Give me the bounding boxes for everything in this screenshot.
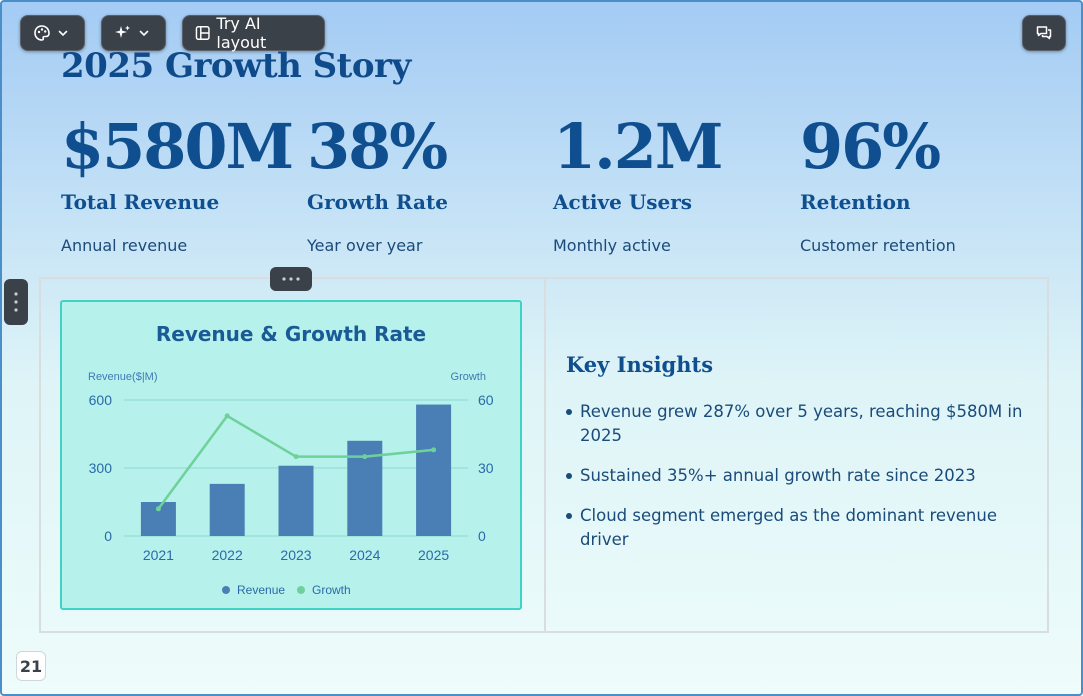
chevron-down-icon: [58, 30, 68, 37]
stat-description: Year over year: [307, 236, 423, 255]
ai-actions-button[interactable]: [101, 15, 166, 51]
x-tick-label: 2021: [143, 547, 174, 563]
insights-list: Revenue grew 287% over 5 years, reaching…: [566, 400, 1050, 568]
insight-item: Sustained 35%+ annual growth rate since …: [566, 464, 1050, 488]
stat-description: Customer retention: [800, 236, 956, 255]
growth-point-2021: [155, 506, 161, 512]
page-number: 21: [16, 651, 46, 681]
more-horizontal-icon: [282, 277, 300, 281]
stat-value: $580M: [61, 110, 294, 183]
y2-tick-label: 60: [478, 392, 494, 408]
stat-growth-rate: 38% Growth Rate Year over year: [307, 110, 547, 255]
y2-tick-label: 0: [478, 528, 486, 544]
x-tick-label: 2025: [418, 547, 449, 563]
insight-item: Cloud segment emerged as the dominant re…: [566, 504, 1050, 552]
stat-value: 38%: [307, 110, 448, 183]
legend-revenue-label: Revenue: [237, 583, 285, 597]
stat-description: Annual revenue: [61, 236, 188, 255]
bar-2022: [209, 483, 245, 536]
growth-point-2024: [362, 454, 368, 460]
legend-growth-marker: [297, 586, 305, 594]
x-tick-label: 2023: [280, 547, 311, 563]
stat-label: Active Users: [553, 190, 693, 214]
growth-point-2025: [431, 447, 437, 453]
chart-title: Revenue & Growth Rate: [155, 322, 427, 346]
stat-value: 1.2M: [553, 110, 724, 183]
y-tick-label: 0: [104, 528, 112, 544]
insight-item: Revenue grew 287% over 5 years, reaching…: [566, 400, 1050, 448]
y-tick-label: 600: [89, 392, 113, 408]
chevron-down-icon: [139, 30, 149, 37]
growth-point-2023: [293, 454, 299, 460]
legend-growth-label: Growth: [312, 583, 351, 597]
legend-revenue-marker: [222, 586, 230, 594]
y-axis-label: Revenue($|M): [88, 371, 158, 383]
slide-title: 2025 Growth Story: [61, 46, 411, 86]
try-ai-layout-button[interactable]: Try AI layout: [182, 14, 325, 52]
more-vertical-icon: [14, 292, 18, 312]
layout-icon: [195, 26, 210, 40]
stat-retention: 96% Retention Customer retention: [800, 110, 1040, 255]
row-drag-handle[interactable]: [270, 267, 312, 291]
stat-active-users: 1.2M Active Users Monthly active: [553, 110, 793, 255]
x-tick-label: 2022: [212, 547, 243, 563]
stat-label: Total Revenue: [61, 190, 220, 214]
bar-2023: [278, 465, 314, 536]
bar-2025: [416, 404, 452, 536]
column-divider: [544, 279, 546, 631]
palette-icon: [34, 25, 50, 41]
try-ai-layout-label: Try AI layout: [216, 14, 267, 52]
y2-axis-label: Growth: [451, 371, 486, 383]
growth-point-2022: [224, 413, 230, 419]
y-tick-label: 300: [89, 460, 113, 476]
content-grid: [39, 277, 1049, 633]
sparkles-icon: [115, 25, 130, 38]
comments-button[interactable]: [1022, 15, 1066, 51]
x-tick-label: 2024: [349, 547, 380, 563]
stat-value: 96%: [800, 110, 941, 183]
block-drag-handle[interactable]: [4, 279, 28, 325]
revenue-growth-chart: 0 300 600 0 30 60 Revenue($|M) Growth 2021 2022 20…: [88, 371, 494, 597]
stat-description: Monthly active: [553, 236, 671, 255]
stat-total-revenue: $580M Total Revenue Annual revenue: [61, 110, 301, 255]
theme-button[interactable]: [20, 15, 85, 51]
stat-label: Growth Rate: [307, 190, 448, 214]
insights-title: Key Insights: [566, 352, 714, 377]
y2-tick-label: 30: [478, 460, 494, 476]
stat-label: Retention: [800, 190, 911, 214]
chart-card[interactable]: Revenue & Growth Rate 0 300 600 0 30 60 Revenu…: [60, 300, 522, 610]
comment-icon: [1036, 26, 1052, 40]
